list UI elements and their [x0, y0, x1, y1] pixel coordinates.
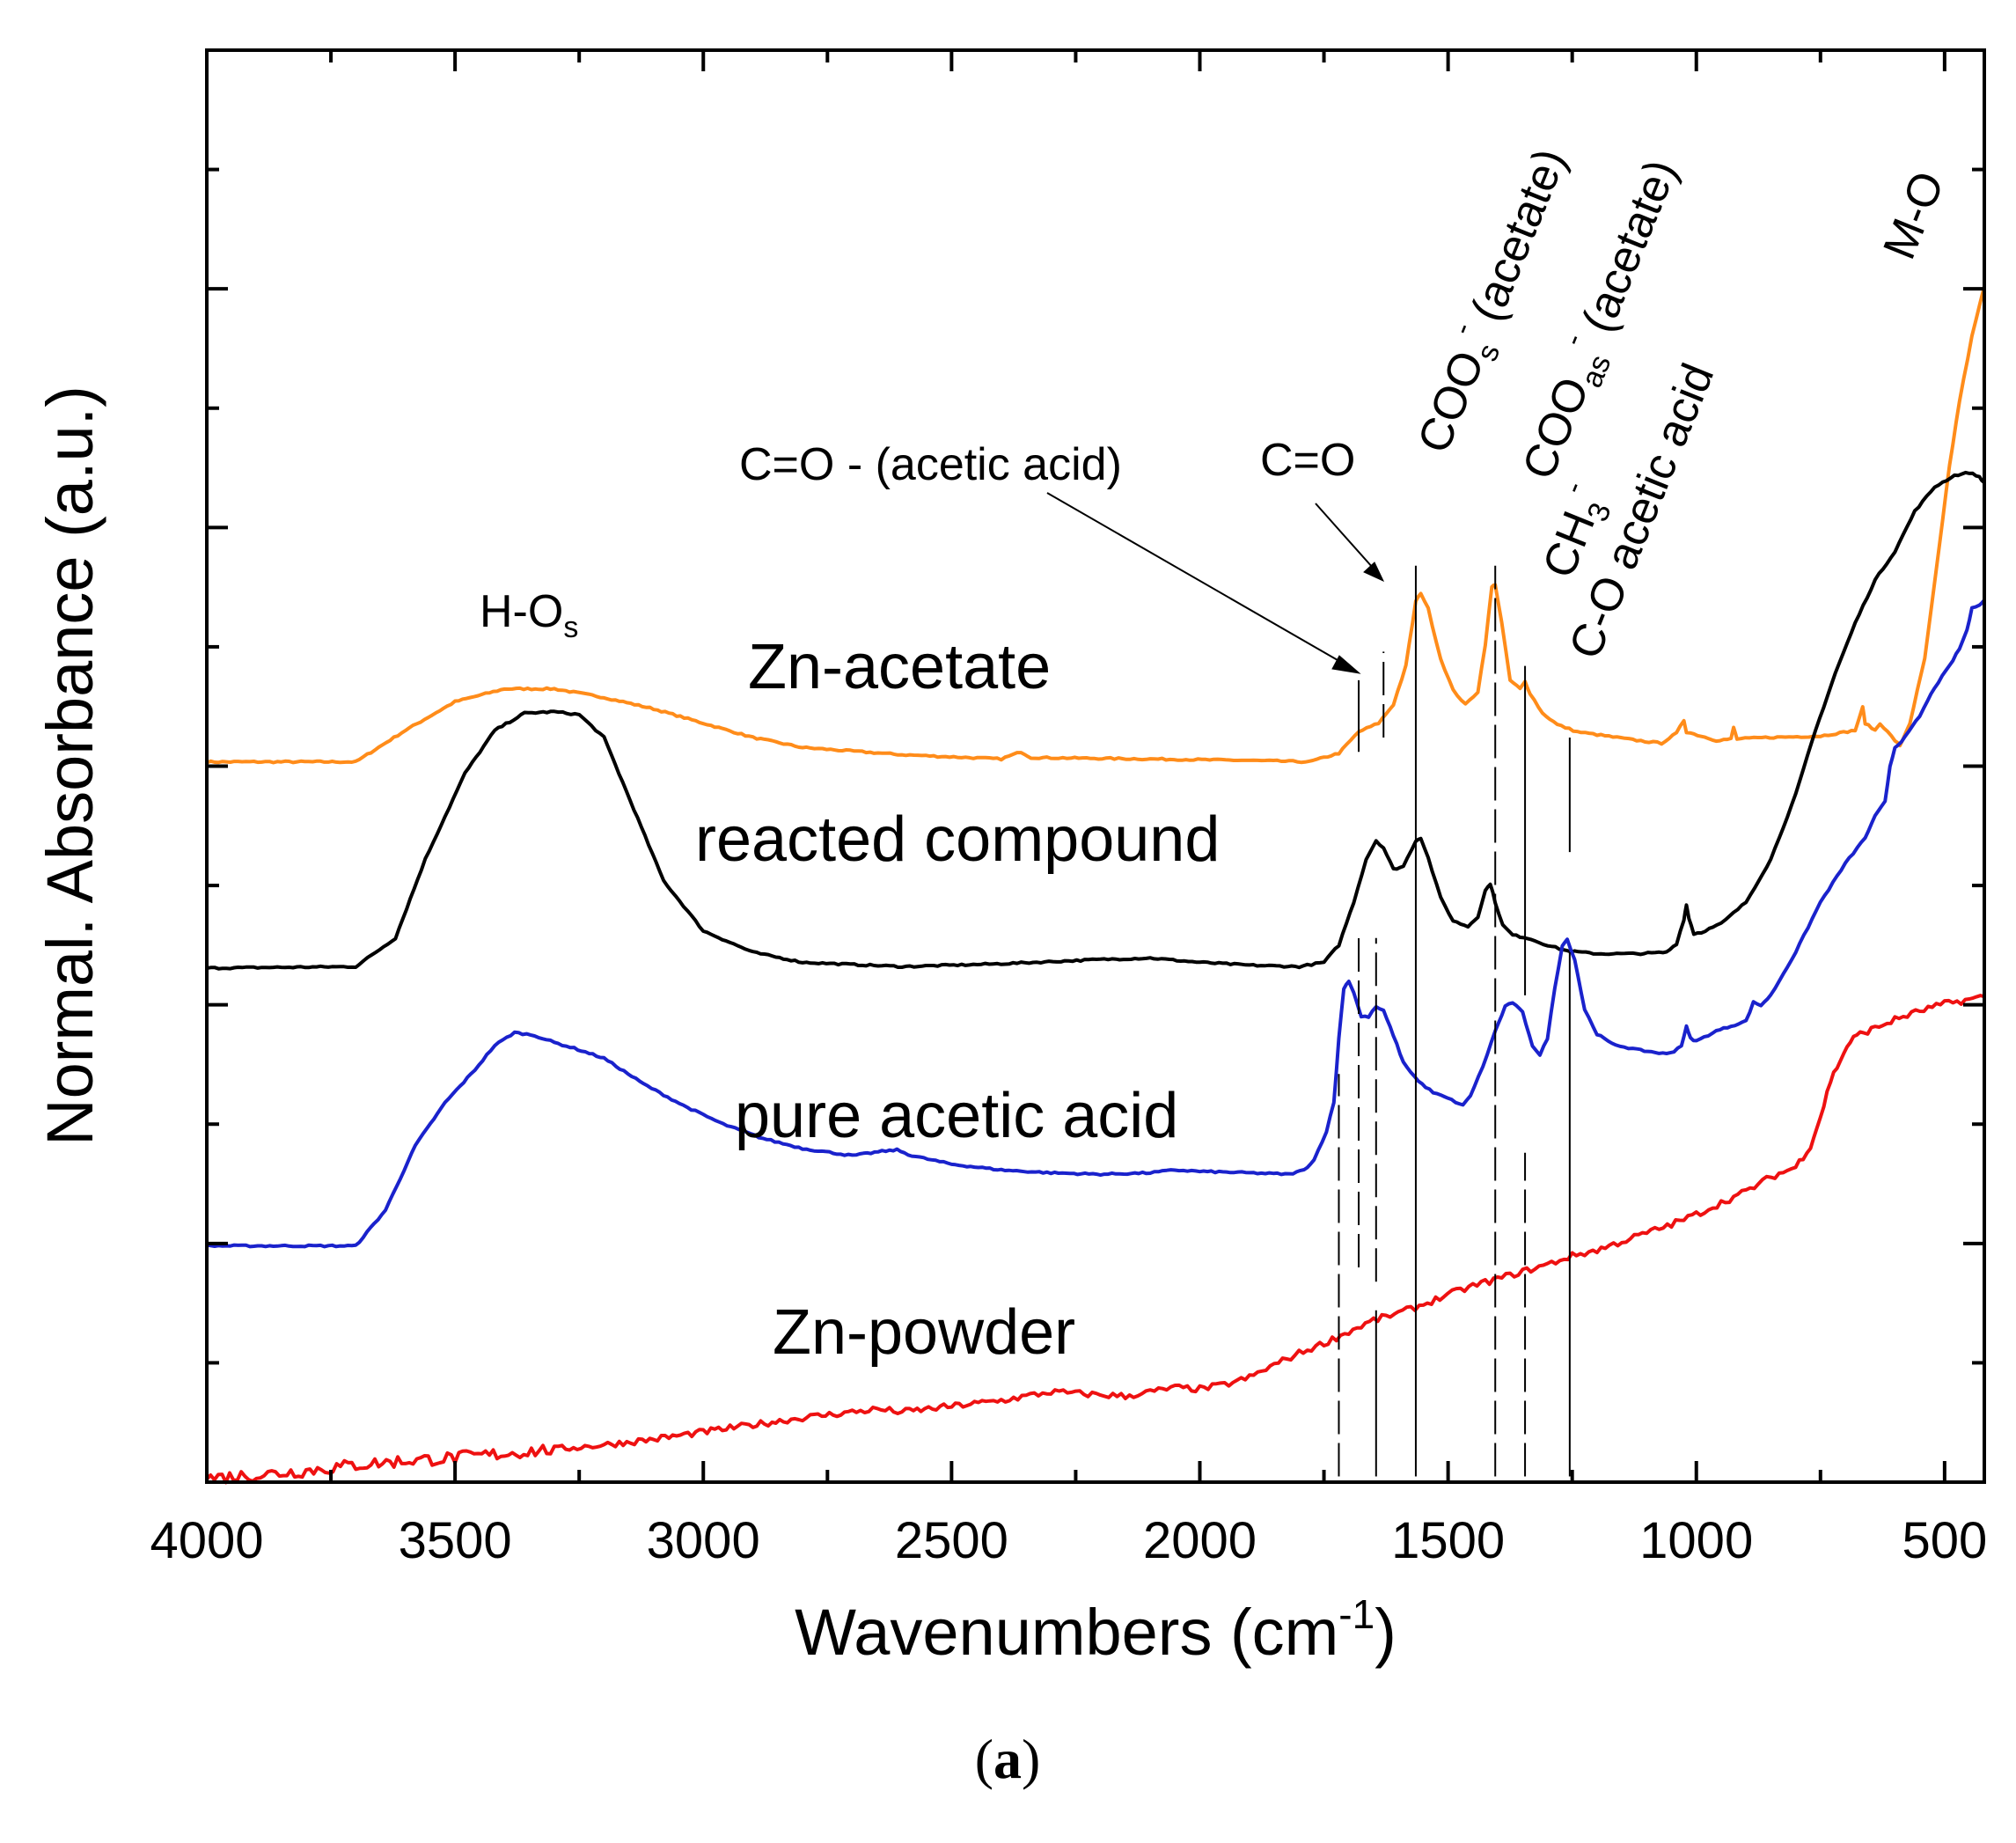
series-label-zn-acetate: Zn-acetate — [748, 632, 1051, 702]
x-tick-label: 2500 — [895, 1512, 1008, 1569]
series-line-zn-powder — [205, 994, 1985, 1485]
arrow-co — [1315, 503, 1374, 569]
x-tick-labels: 4000 3500 3000 2500 2000 1500 1000 500 — [150, 1512, 1987, 1569]
series-line-reacted-compound — [206, 470, 1986, 971]
axis-ticks — [205, 48, 1984, 1484]
x-tick-label: 1500 — [1391, 1512, 1505, 1569]
x-tick-label: 3500 — [399, 1512, 512, 1569]
x-tick-label: 2000 — [1143, 1512, 1257, 1569]
series-label-zn-powder: Zn-powder — [773, 1297, 1075, 1368]
arrowhead-co-acetic-acid — [1331, 655, 1361, 674]
series-label-reacted-compound: reacted compound — [695, 804, 1220, 875]
figure-caption: (a) — [975, 1728, 1041, 1790]
x-tick-label: 1000 — [1639, 1512, 1753, 1569]
plot-frame — [205, 48, 1986, 1484]
annotation-co-acetic-acid: C=O - (acetic acid) — [739, 439, 1122, 490]
x-tick-label: 3000 — [647, 1512, 760, 1569]
annotation-m-o: M-O — [1873, 165, 1954, 266]
arrowhead-co — [1363, 562, 1385, 583]
x-tick-label: 500 — [1902, 1512, 1988, 1569]
marker-lines — [1338, 565, 1571, 1477]
annotation-co: C=O — [1260, 435, 1355, 486]
annotation-h-o: H-Os — [480, 586, 578, 644]
annotation-arrows — [1046, 492, 1385, 674]
series-line-pure-acetic-acid — [206, 598, 1986, 1249]
y-axis-label: Normal. Absorbance (a.u.) — [33, 385, 106, 1146]
x-axis-label: Wavenumbers (cm-1) — [795, 1591, 1397, 1669]
arrow-co-acetic-acid — [1046, 492, 1338, 661]
series-label-pure-acetic-acid: pure acetic acid — [735, 1081, 1178, 1151]
x-tick-label: 4000 — [150, 1512, 263, 1569]
series-layer — [205, 286, 1986, 1485]
series-line-zn-acetate — [206, 286, 1986, 765]
